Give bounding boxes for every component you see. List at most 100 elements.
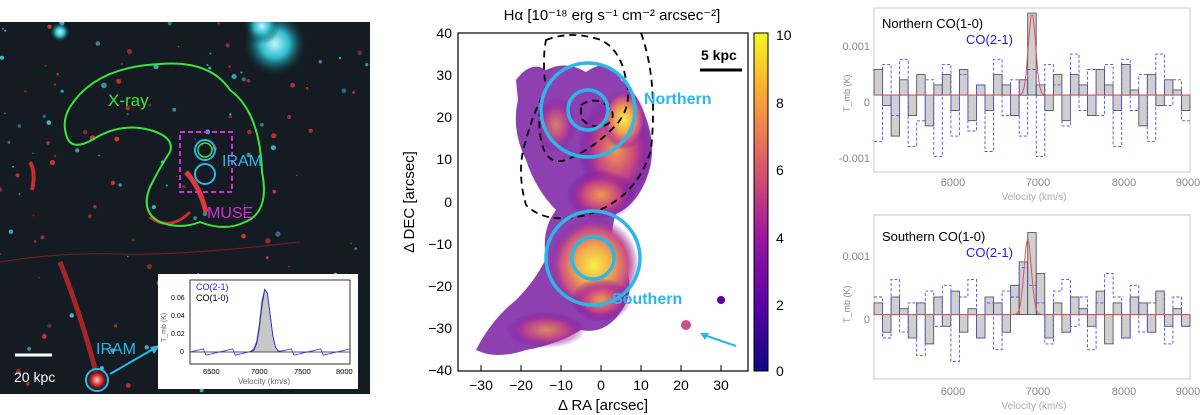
star [126,113,129,116]
star [101,82,107,89]
northern-co21-legend: CO(2-1) [966,32,1013,47]
star [240,71,243,74]
star [341,88,347,93]
co10-bar [984,94,994,111]
co10-bar [933,296,943,316]
co10-bar [967,308,977,315]
iram-label-top: IRAM [222,153,262,170]
star [125,106,130,111]
star [202,211,208,217]
co10-bar [1069,74,1080,96]
star [228,65,231,68]
co10-bar [959,314,969,333]
co10-bar [1035,273,1046,315]
star [126,255,129,258]
star [146,264,152,270]
map-xtick: 20 [673,377,689,393]
southern-xtick: 9000 [1176,386,1200,398]
star [151,205,156,210]
map-ytick: 20 [436,109,452,125]
co10-bar [1001,314,1012,333]
co10-bar [1112,302,1123,316]
star [246,152,251,158]
southern-ytick: 0.001 [842,251,870,263]
star [49,159,56,166]
inset-ytick: 0.02 [171,331,185,338]
star [93,205,97,209]
star [287,115,292,119]
star [308,128,313,133]
co10-bar [1172,89,1182,96]
red-filament [28,160,36,191]
star [8,229,14,234]
co10-bar [899,308,909,315]
co10-bar [916,74,926,96]
co10-bar [941,314,952,327]
co10-bar [1146,314,1157,333]
star [265,256,269,260]
emission-compact-source [681,320,691,330]
northern-ylabel: T_mb (K) [842,74,852,112]
co10-bar [1061,314,1071,333]
co10-bar [907,94,918,116]
iram-label-bottom: IRAM [96,341,136,358]
northern-ytick: 0 [864,97,870,109]
star [0,253,2,255]
red-filament [184,170,209,213]
co10-bar [1121,314,1131,339]
co10-bar [1061,94,1071,122]
star [165,184,168,187]
northern-spectrum-panel: Northern CO(1-0) CO(2-1) 0.001 0 -0.001 … [839,7,1200,203]
compact-source-arrowhead [700,333,709,340]
star [246,79,251,83]
bright-galaxy [244,22,280,44]
map-ytick: 40 [436,25,452,41]
star [131,238,135,242]
co10-bar [1163,314,1174,327]
co10-bar [1087,314,1097,327]
southern-co21-legend: CO(2-1) [966,245,1013,260]
inset-ytick: 0.06 [171,295,185,302]
gaussian-fit [874,14,1190,96]
star [7,141,11,144]
southern-ytick: 0 [864,314,870,326]
southern-label: Southern [612,291,682,308]
inset-xtick: 8000 [336,367,353,376]
map-frame [457,32,749,372]
colorbar-tick: 10 [776,27,792,43]
star [110,348,115,353]
star [33,240,37,243]
co10-bar [1129,296,1140,316]
inset-spectra-group [189,288,351,356]
star [4,112,6,115]
gaussian-fit [874,238,1190,316]
emission-knot [536,97,576,153]
co10-bar [1104,314,1114,345]
co10-bar [899,79,909,96]
star [44,64,47,67]
star [42,114,46,118]
co21-step-line [874,267,1190,362]
map-ylabel: Δ DEC [arcsec] [401,151,418,253]
southern-xlabel: Velocity (km/s) [1001,401,1066,412]
inset-xlabel: Velocity (km/s) [238,377,290,386]
star [182,185,186,189]
southern-spectrum-panel: Southern CO(1-0) CO(2-1) 0.001 0 T_mb (K… [842,214,1200,412]
compact-source-arrow [703,334,737,347]
inset-axes-frame [189,279,351,365]
co10-bar [1104,84,1114,96]
star [26,382,30,386]
co10-bar [976,314,986,339]
star [206,63,209,67]
northern-label: Northern [644,91,712,108]
inset-xtick: 7000 [251,367,268,376]
star [193,216,198,221]
star [15,173,20,178]
star [208,66,212,70]
star [338,56,342,60]
star [60,89,64,93]
star [231,73,237,80]
map-ytick: −10 [428,236,452,252]
co10-bar [1010,94,1020,116]
star [32,152,34,154]
